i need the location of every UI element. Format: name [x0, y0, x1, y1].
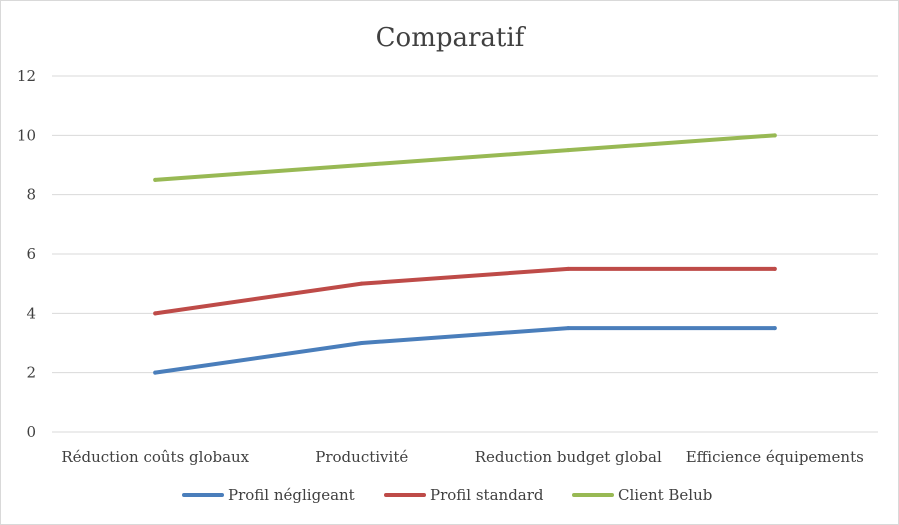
y-tick-label: 10	[17, 126, 36, 144]
y-tick-label: 0	[26, 423, 36, 441]
data-point	[566, 266, 571, 271]
x-tick-label: Réduction coûts globaux	[61, 448, 249, 466]
x-axis-ticks: Réduction coûts globaux Productivité Reduc…	[61, 448, 863, 466]
data-point	[153, 370, 158, 375]
data-point	[772, 266, 777, 271]
data-point	[772, 133, 777, 138]
series-lines	[153, 133, 777, 375]
series-line	[153, 326, 777, 375]
data-point	[772, 326, 777, 331]
gridlines	[52, 75, 878, 433]
data-point	[153, 311, 158, 316]
legend: Profil négligeant Profil standard Client B…	[182, 486, 712, 504]
data-point	[566, 326, 571, 331]
series-line	[153, 266, 777, 316]
y-tick-label: 12	[17, 67, 36, 85]
y-tick-label: 4	[26, 304, 36, 322]
data-point	[359, 163, 364, 167]
legend-label: Profil standard	[430, 486, 544, 504]
y-tick-label: 8	[26, 186, 36, 204]
x-tick-label: Reduction budget global	[475, 448, 662, 466]
x-tick-label: Productivité	[315, 448, 408, 466]
data-point	[359, 281, 364, 286]
y-axis-ticks: 0 2 4 6 8 10 12	[17, 67, 36, 441]
legend-label: Profil négligeant	[228, 486, 355, 504]
data-point	[566, 148, 571, 153]
data-point	[153, 177, 158, 182]
series-line	[153, 133, 777, 182]
chart-title: Comparatif	[376, 23, 527, 53]
data-point	[359, 341, 364, 345]
legend-label: Client Belub	[618, 486, 712, 504]
y-tick-label: 6	[26, 245, 36, 263]
x-tick-label: Efficience équipements	[686, 448, 864, 466]
y-tick-label: 2	[26, 364, 36, 382]
